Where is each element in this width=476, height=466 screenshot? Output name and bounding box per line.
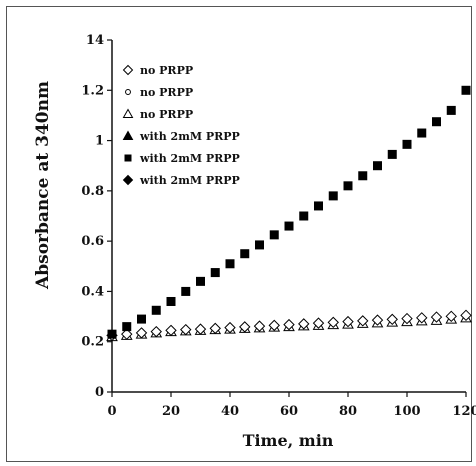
data-point [358, 171, 368, 181]
data-point [387, 149, 397, 159]
legend-marker [122, 108, 134, 118]
y-axis-title: Absorbance at 340nm [33, 81, 53, 290]
data-point [386, 313, 398, 326]
data-point [151, 305, 161, 315]
data-point [240, 249, 250, 259]
data-point [342, 315, 354, 328]
data-point [209, 322, 221, 335]
data-point [417, 128, 427, 138]
chart-frame [6, 6, 472, 462]
x-tick-label: 100 [393, 404, 420, 419]
y-tick-label: 0.6 [81, 234, 104, 249]
data-point [314, 201, 323, 211]
y-tick-label: 0.8 [81, 184, 104, 199]
legend-marker [122, 174, 134, 186]
data-point [373, 161, 382, 171]
data-point [196, 276, 205, 286]
data-point [166, 296, 176, 306]
data-point [107, 329, 117, 339]
legend-label: no PRPP [140, 64, 193, 77]
x-tick-label: 20 [162, 404, 180, 419]
data-point [401, 312, 413, 325]
data-point [432, 117, 441, 127]
legend-label: with 2mM PRPP [139, 130, 240, 143]
data-point [225, 259, 235, 269]
data-point [180, 323, 192, 336]
y-tick-label: 1.2 [81, 83, 104, 98]
data-point [299, 211, 309, 221]
data-point [312, 317, 325, 329]
data-point [224, 321, 236, 334]
data-point [461, 85, 471, 95]
y-tick-label: 1 [95, 134, 104, 149]
x-tick-label: 40 [221, 404, 239, 419]
data-point [253, 320, 266, 332]
y-tick-label: 14 [86, 33, 104, 48]
data-point [121, 328, 133, 340]
data-point [255, 240, 264, 250]
data-point [269, 230, 279, 240]
legend-label: with 2mM PRPP [139, 174, 240, 187]
data-point [416, 312, 428, 324]
data-point [327, 316, 339, 329]
y-tick-label: 0 [95, 385, 104, 400]
data-point [446, 105, 456, 115]
x-tick-label: 0 [107, 404, 116, 419]
legend-marker [122, 130, 134, 140]
x-tick-label: 80 [339, 404, 357, 419]
data-point [194, 323, 207, 335]
data-point [357, 315, 369, 327]
data-point [298, 318, 310, 330]
legend-marker [125, 89, 131, 95]
data-point [165, 324, 177, 337]
x-tick-label: 60 [280, 404, 298, 419]
data-point [343, 181, 353, 191]
y-tick-label: 0.4 [81, 284, 104, 299]
data-point [122, 322, 132, 332]
legend-label: no PRPP [140, 86, 193, 99]
legend-marker [122, 64, 134, 76]
data-point [284, 221, 294, 231]
legend-label: no PRPP [140, 108, 193, 121]
legend-marker [124, 154, 132, 162]
data-point [371, 314, 384, 326]
legend: no PRPP no PRPP no PRPP with 2mM PRPP with 2… [122, 64, 240, 187]
legend-label: with 2mM PRPP [139, 152, 240, 165]
plot-area [106, 85, 472, 342]
x-tick-label: 120 [452, 404, 476, 419]
data-point [239, 321, 251, 333]
data-point [150, 325, 162, 338]
data-point [328, 191, 338, 201]
tick-labels: 0 20 40 60 80 100 120 0 0.2 0.4 0.6 0.8 1 1.2 14 [81, 33, 476, 419]
x-axis-title: Time, min [243, 431, 334, 450]
data-point [430, 311, 443, 323]
data-point [402, 139, 412, 149]
y-tick-label: 0.2 [81, 335, 104, 350]
data-point [137, 314, 146, 324]
data-point [181, 286, 191, 296]
data-point [268, 319, 280, 332]
data-point [283, 318, 295, 331]
data-point [135, 327, 148, 339]
data-point [210, 268, 220, 278]
data-point [460, 309, 472, 322]
data-point [445, 310, 457, 323]
